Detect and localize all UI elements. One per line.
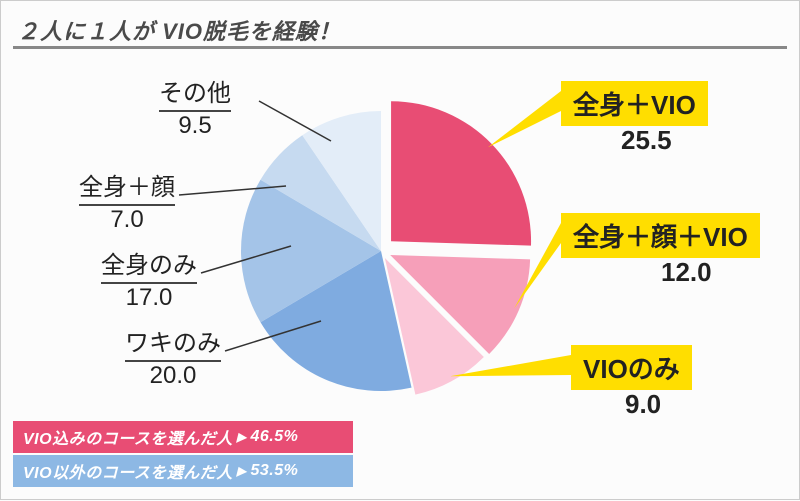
highlight-tail	[514, 223, 561, 309]
footer-blue-pct: 53.5%	[233, 462, 299, 480]
highlight-tail	[450, 355, 571, 376]
highlight-value: 12.0	[661, 257, 712, 288]
leader-line	[179, 186, 286, 195]
plain-label: ワキのみ20.0	[125, 323, 221, 390]
footer-pink-row: VIO込みのコースを選んだ人 46.5%	[13, 421, 353, 453]
plain-label: その他9.5	[159, 73, 231, 140]
footer-blue-text: VIO以外のコースを選んだ人	[23, 459, 233, 483]
footer-legend: VIO込みのコースを選んだ人 46.5% VIO以外のコースを選んだ人 53.5…	[13, 421, 353, 487]
title-bar: ２人に１人が VIO脱毛を経験！	[13, 13, 787, 49]
highlight-label: 全身＋顔＋VIO	[561, 213, 760, 258]
pie-slice	[260, 135, 381, 251]
highlight-value: 9.0	[625, 389, 661, 420]
pie-slice	[385, 258, 484, 395]
plain-label: 全身のみ17.0	[101, 245, 197, 312]
pie-slice	[241, 180, 381, 323]
pie-slice	[260, 251, 411, 391]
highlight-value: 25.5	[621, 125, 672, 156]
pie-slice	[390, 255, 530, 354]
pie-slice	[302, 111, 381, 251]
footer-pink-pct: 46.5%	[233, 428, 299, 446]
plain-label: 全身＋顔7.0	[79, 167, 175, 234]
highlight-label: VIOのみ	[571, 345, 692, 390]
leader-line	[259, 101, 331, 141]
pie-slice	[391, 101, 531, 245]
footer-pink-text: VIO込みのコースを選んだ人	[23, 425, 233, 449]
highlight-tail	[488, 91, 561, 147]
footer-blue-row: VIO以外のコースを選んだ人 53.5%	[13, 455, 353, 487]
leader-line	[225, 321, 321, 351]
highlight-label: 全身＋VIO	[561, 81, 708, 126]
leader-line	[201, 246, 291, 273]
page-title: ２人に１人が VIO脱毛を経験！	[17, 14, 341, 46]
